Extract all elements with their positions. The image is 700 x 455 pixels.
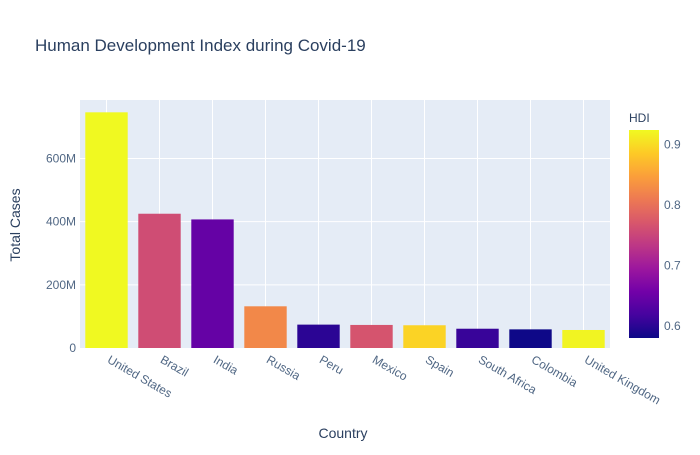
bar[interactable]: [244, 306, 287, 348]
colorbar: HDI 0.6 0.7 0.8 0.9: [629, 111, 681, 338]
bar[interactable]: [191, 219, 234, 348]
bar[interactable]: [403, 325, 446, 348]
y-tick-label: 200M: [46, 278, 76, 292]
colorbar-tick-label: 0.7: [664, 258, 681, 272]
bars: [85, 112, 605, 349]
colorbar-title: HDI: [629, 111, 650, 125]
y-tick-labels: 0 200M 400M 600M: [46, 151, 76, 355]
colorbar-tick-label: 0.8: [664, 198, 681, 212]
colorbar-gradient: [629, 130, 659, 338]
colorbar-tick-labels: 0.6 0.7 0.8 0.9: [664, 138, 681, 333]
colorbar-tick-label: 0.6: [664, 319, 681, 333]
bar[interactable]: [297, 324, 340, 348]
bar[interactable]: [85, 112, 128, 349]
y-tick-label: 600M: [46, 151, 76, 165]
y-tick-label: 400M: [46, 215, 76, 229]
bar[interactable]: [138, 213, 181, 348]
bar[interactable]: [350, 324, 393, 348]
bar[interactable]: [509, 329, 552, 348]
y-axis-label: Total Cases: [7, 188, 23, 261]
y-tick-label: 0: [69, 341, 76, 355]
colorbar-tick-label: 0.9: [664, 138, 681, 152]
grid-lines: [80, 100, 610, 348]
bar[interactable]: [562, 329, 605, 348]
x-axis-label: Country: [318, 425, 367, 441]
chart-title: Human Development Index during Covid-19: [35, 36, 366, 55]
bar[interactable]: [456, 328, 499, 348]
